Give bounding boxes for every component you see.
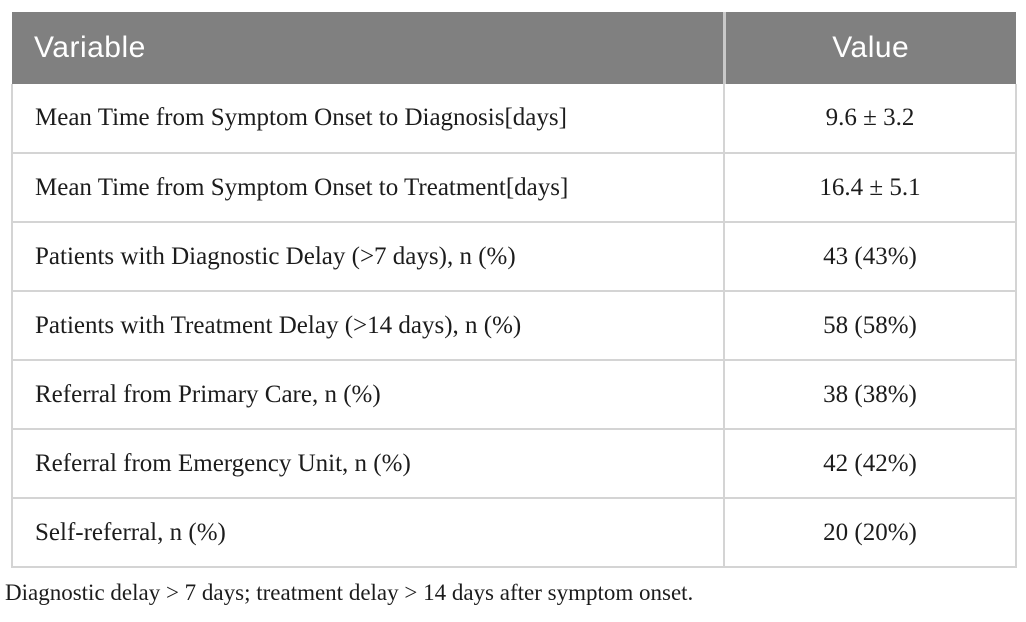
table-row: Mean Time from Symptom Onset to Diagnosi… xyxy=(11,84,1017,154)
table-row: Mean Time from Symptom Onset to Treatmen… xyxy=(11,153,1017,223)
header-row: Variable Value xyxy=(12,12,1016,84)
value-cell: 43 (43%) xyxy=(723,222,1017,292)
table-row: Referral from Primary Care, n (%) 38 (38… xyxy=(11,360,1017,430)
variable-cell: Referral from Primary Care, n (%) xyxy=(11,360,724,430)
variable-cell: Patients with Treatment Delay (>14 days)… xyxy=(11,291,724,361)
variable-cell: Referral from Emergency Unit, n (%) xyxy=(11,429,724,499)
table-body: Mean Time from Symptom Onset to Diagnosi… xyxy=(11,84,1017,568)
variable-cell: Patients with Diagnostic Delay (>7 days)… xyxy=(11,222,724,292)
table-row: Referral from Emergency Unit, n (%) 42 (… xyxy=(11,429,1017,499)
table-row: Patients with Diagnostic Delay (>7 days)… xyxy=(11,222,1017,292)
value-cell: 9.6 ± 3.2 xyxy=(723,84,1017,154)
clinical-delay-table: Variable Value Mean Time from Symptom On… xyxy=(11,12,1017,568)
table-row: Patients with Treatment Delay (>14 days)… xyxy=(11,291,1017,361)
value-cell: 38 (38%) xyxy=(723,360,1017,430)
table-row: Self-referral, n (%) 20 (20%) xyxy=(11,498,1017,568)
variable-cell: Self-referral, n (%) xyxy=(11,498,724,568)
value-cell: 16.4 ± 5.1 xyxy=(723,153,1017,223)
variable-cell: Mean Time from Symptom Onset to Diagnosi… xyxy=(11,84,724,154)
column-header-variable: Variable xyxy=(12,12,724,84)
variable-cell: Mean Time from Symptom Onset to Treatmen… xyxy=(11,153,724,223)
table-footnote: Diagnostic delay > 7 days; treatment del… xyxy=(5,580,694,605)
value-cell: 58 (58%) xyxy=(723,291,1017,361)
column-header-value: Value xyxy=(722,12,1016,84)
value-cell: 42 (42%) xyxy=(723,429,1017,499)
value-cell: 20 (20%) xyxy=(723,498,1017,568)
